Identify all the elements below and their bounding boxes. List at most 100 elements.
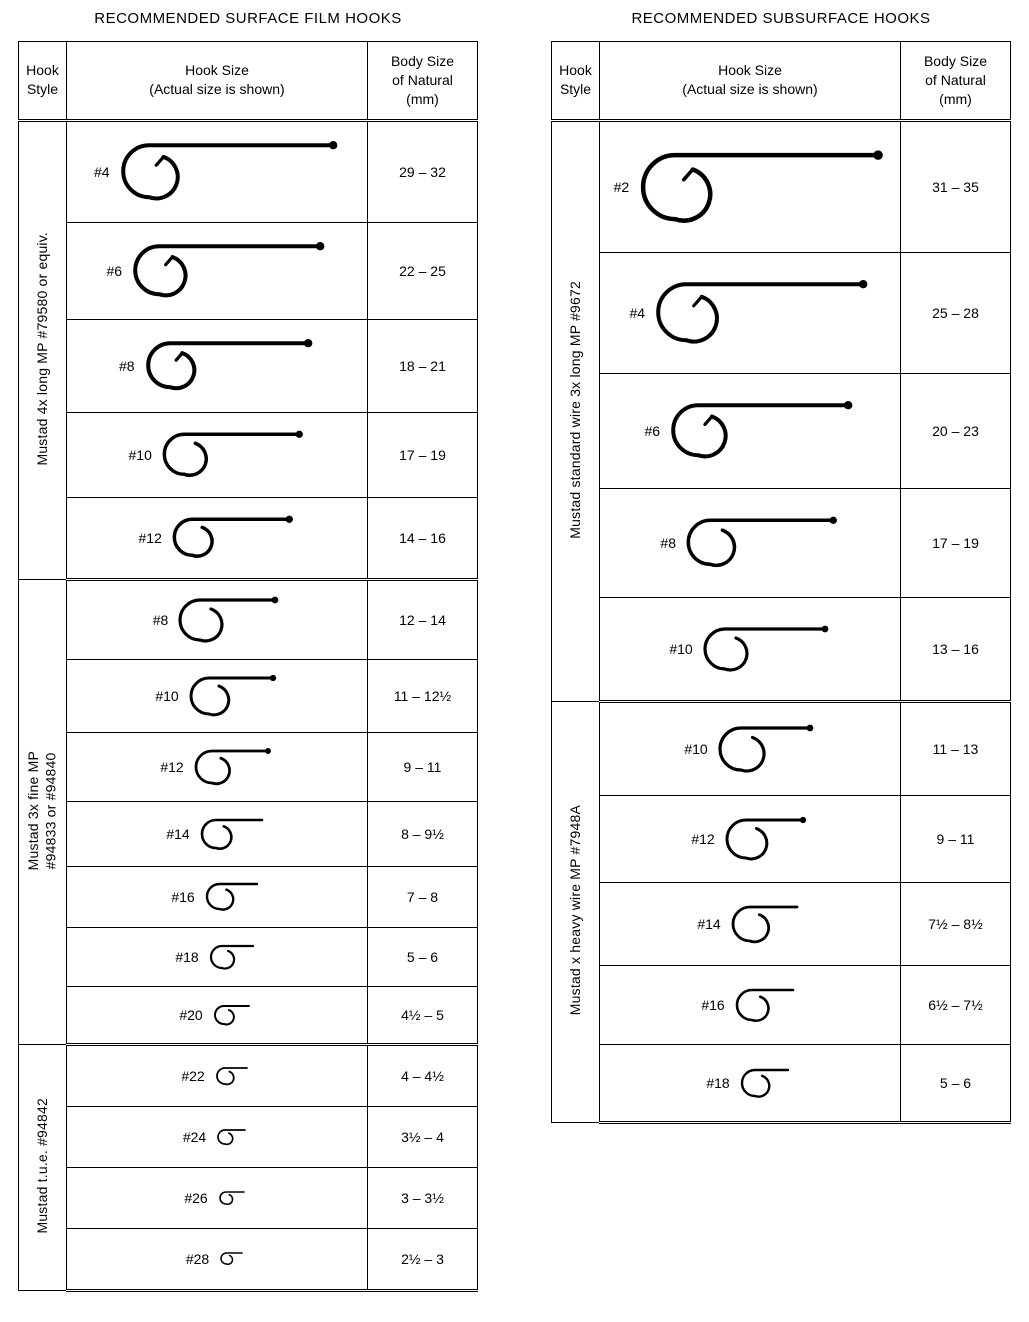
body-size-cell: 20 – 23 — [901, 373, 1011, 488]
right-title: RECOMMENDED SUBSURFACE HOOKS — [551, 10, 1011, 27]
hook-icon — [205, 940, 259, 974]
body-size-cell: 9 – 11 — [901, 795, 1011, 882]
hook-size-cell: #12 — [67, 497, 368, 579]
body-size-cell: 31 – 35 — [901, 120, 1011, 252]
col-header-body: Body Sizeof Natural(mm) — [901, 42, 1011, 121]
hook-icon — [158, 428, 306, 481]
body-size-cell: 25 – 28 — [901, 252, 1011, 373]
body-size-cell: 4½ – 5 — [368, 986, 478, 1044]
hook-size-cell: #6 — [600, 373, 901, 488]
hook-size-number: #20 — [179, 1007, 202, 1023]
hook-size-number: #14 — [166, 826, 189, 842]
hook-size-cell: #28 — [67, 1228, 368, 1290]
hook-size-cell: #18 — [600, 1044, 901, 1122]
body-size-cell: 11 – 12½ — [368, 659, 478, 732]
hook-size-cell: #10 — [600, 701, 901, 795]
hook-icon — [190, 745, 274, 789]
table-row: #28 2½ – 3 — [19, 1228, 478, 1290]
hook-size-number: #8 — [660, 535, 676, 551]
hook-size-number: #24 — [183, 1129, 206, 1145]
hook-icon — [185, 672, 279, 720]
hook-icon — [714, 722, 816, 776]
hook-size-number: #26 — [184, 1190, 207, 1206]
body-size-cell: 17 – 19 — [901, 488, 1011, 597]
hook-icon — [666, 398, 855, 462]
hook-size-number: #4 — [630, 305, 646, 321]
page: RECOMMENDED SURFACE FILM HOOKS HookStyle… — [0, 0, 1029, 1322]
col-header-body: Body Sizeof Natural(mm) — [368, 42, 478, 121]
hook-size-cell: #12 — [600, 795, 901, 882]
col-header-style: HookStyle — [552, 42, 600, 121]
hook-size-cell: #26 — [67, 1167, 368, 1228]
hook-size-number: #4 — [94, 164, 110, 180]
col-header-style: HookStyle — [19, 42, 67, 121]
table-row: #10 17 – 19 — [19, 412, 478, 497]
hook-size-number: #10 — [684, 741, 707, 757]
hook-size-cell: #10 — [67, 412, 368, 497]
hook-icon — [727, 901, 803, 947]
left-panel: RECOMMENDED SURFACE FILM HOOKS HookStyle… — [18, 10, 478, 1292]
table-row: #16 7 – 8 — [19, 866, 478, 927]
hook-size-cell: #4 — [600, 252, 901, 373]
table-row: #14 8 – 9½ — [19, 801, 478, 866]
hook-size-number: #16 — [701, 997, 724, 1013]
hook-size-cell: #2 — [600, 120, 901, 252]
body-size-cell: 17 – 19 — [368, 412, 478, 497]
table-row: #4 25 – 28 — [552, 252, 1011, 373]
hook-size-number: #12 — [160, 759, 183, 775]
hook-size-number: #22 — [181, 1068, 204, 1084]
hook-icon — [116, 138, 340, 204]
hook-size-number: #16 — [171, 889, 194, 905]
body-size-cell: 4 – 4½ — [368, 1044, 478, 1106]
hook-icon — [212, 1124, 251, 1150]
body-size-cell: 14 – 16 — [368, 497, 478, 579]
body-size-cell: 6½ – 7½ — [901, 965, 1011, 1044]
right-panel: RECOMMENDED SUBSURFACE HOOKS HookStyle H… — [551, 10, 1011, 1292]
hook-size-number: #8 — [119, 358, 135, 374]
body-size-cell: 7 – 8 — [368, 866, 478, 927]
body-size-cell: 7½ – 8½ — [901, 882, 1011, 965]
hook-size-number: #10 — [155, 688, 178, 704]
surface-hook-table: HookStyle Hook Size(Actual size is shown… — [18, 41, 478, 1292]
subsurface-hook-table: HookStyle Hook Size(Actual size is shown… — [551, 41, 1011, 1124]
hook-size-cell: #14 — [67, 801, 368, 866]
hook-icon — [699, 623, 831, 675]
hook-size-number: #12 — [139, 530, 162, 546]
hook-icon — [214, 1186, 250, 1210]
hook-size-number: #2 — [614, 179, 630, 195]
body-size-cell: 3½ – 4 — [368, 1106, 478, 1167]
hook-icon — [196, 814, 268, 854]
body-size-cell: 11 – 13 — [901, 701, 1011, 795]
hook-icon — [736, 1064, 794, 1102]
table-row: #16 6½ – 7½ — [552, 965, 1011, 1044]
left-title: RECOMMENDED SURFACE FILM HOOKS — [18, 10, 478, 27]
hook-style-label: Mustad t.u.e. #94842 — [19, 1044, 67, 1290]
hook-icon — [211, 1062, 253, 1090]
hook-size-number: #18 — [706, 1075, 729, 1091]
body-size-cell: 12 – 14 — [368, 579, 478, 659]
hook-size-number: #18 — [175, 949, 198, 965]
hook-icon — [201, 878, 263, 915]
hook-icon — [174, 594, 281, 646]
hook-size-cell: #8 — [600, 488, 901, 597]
table-row: #14 7½ – 8½ — [552, 882, 1011, 965]
hook-style-label: Mustad x heavy wire MP #7948A — [552, 701, 600, 1122]
hook-size-cell: #10 — [67, 659, 368, 732]
hook-size-cell: #4 — [67, 120, 368, 222]
col-header-hook: Hook Size(Actual size is shown) — [67, 42, 368, 121]
hook-size-number: #10 — [129, 447, 152, 463]
hook-size-cell: #16 — [67, 866, 368, 927]
table-row: #18 5 – 6 — [552, 1044, 1011, 1122]
body-size-cell: 29 – 32 — [368, 120, 478, 222]
hook-size-cell: #10 — [600, 597, 901, 701]
hook-icon — [209, 1000, 255, 1030]
hook-size-number: #28 — [186, 1251, 209, 1267]
table-row: #12 14 – 16 — [19, 497, 478, 579]
hook-style-label: Mustad 4x long MP #79580 or equiv. — [19, 120, 67, 579]
body-size-cell: 18 – 21 — [368, 319, 478, 412]
hook-icon — [128, 239, 327, 301]
table-row: Mustad 4x long MP #79580 or equiv. #4 29… — [19, 120, 478, 222]
hook-size-number: #8 — [153, 612, 169, 628]
body-size-cell: 5 – 6 — [901, 1044, 1011, 1122]
table-row: Mustad x heavy wire MP #7948A #10 11 – 1… — [552, 701, 1011, 795]
